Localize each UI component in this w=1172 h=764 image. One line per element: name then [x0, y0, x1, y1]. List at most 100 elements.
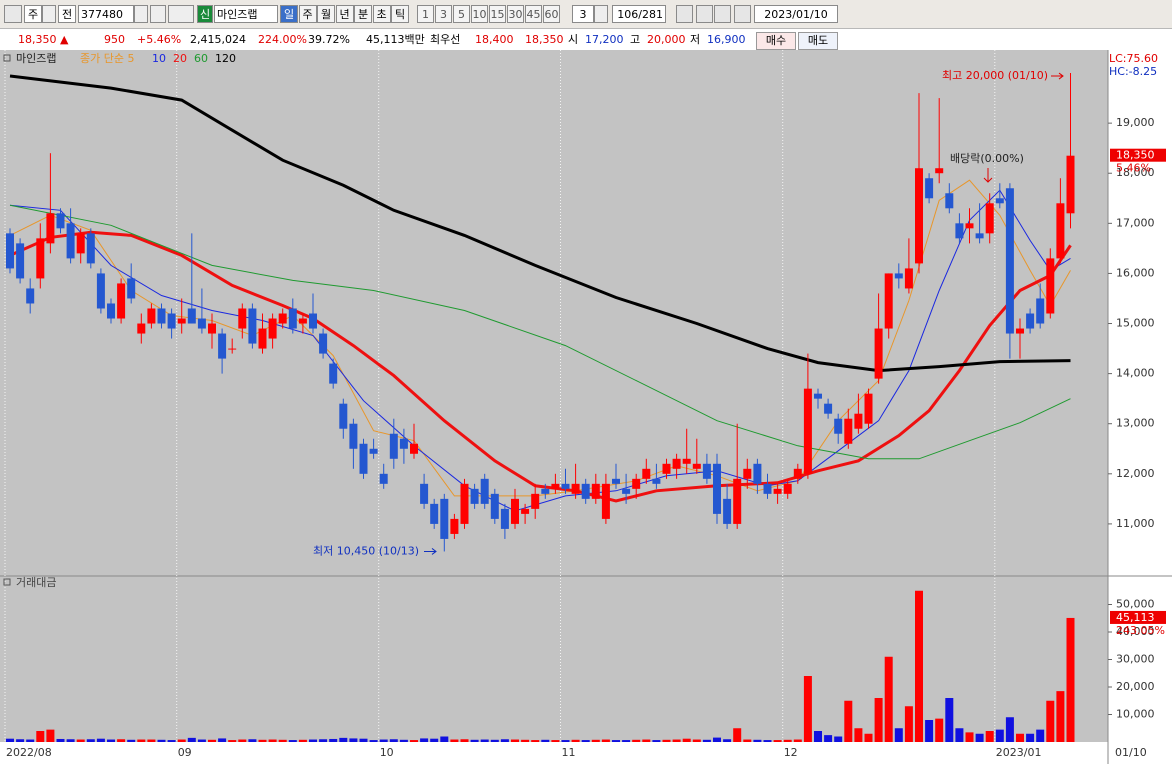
y-tick-label: 11,000: [1116, 517, 1155, 530]
candle-body: [187, 308, 196, 324]
count[interactable]: 3: [572, 5, 594, 23]
volume-bar: [288, 740, 297, 742]
period-button[interactable]: 틱: [391, 5, 409, 23]
lc-label: LC:75.60: [1109, 52, 1158, 65]
code-type[interactable]: 주: [24, 5, 42, 23]
tool-icon[interactable]: [696, 5, 713, 23]
volume-bar: [349, 738, 358, 742]
unit-button[interactable]: 60: [543, 5, 560, 23]
candle-body: [672, 458, 681, 469]
trade-button[interactable]: 매수: [756, 32, 796, 50]
y-tick-label: 19,000: [1116, 116, 1155, 129]
scope[interactable]: 전: [58, 5, 76, 23]
candle-body: [329, 363, 338, 384]
tool-icon[interactable]: [714, 5, 731, 23]
volume-bar: [783, 739, 792, 742]
volume-bar: [985, 731, 994, 742]
candle-body: [359, 443, 368, 474]
volume-bar: [157, 739, 166, 742]
volume-bar: [147, 739, 156, 742]
candle-body: [682, 458, 691, 464]
y-tick-label: 20,000: [1116, 680, 1155, 693]
candle-body: [702, 463, 711, 479]
candle-body: [1046, 258, 1055, 314]
y-tick-label: 17,000: [1116, 216, 1155, 229]
sound[interactable]: [168, 5, 194, 23]
candle-body: [339, 403, 348, 429]
hc-label: HC:-8.25: [1109, 65, 1157, 78]
candle-body: [834, 418, 843, 434]
volume-bar: [854, 728, 863, 742]
unit-button[interactable]: 45: [525, 5, 542, 23]
candle-body: [975, 233, 984, 239]
period-button[interactable]: 분: [354, 5, 372, 23]
x-tick-label: 09: [178, 746, 192, 759]
period-button[interactable]: 일: [280, 5, 298, 23]
dividend-label: 배당락(0.00%): [950, 152, 1024, 165]
dropdown[interactable]: [134, 5, 148, 23]
volume-bar: [702, 739, 711, 742]
unit-button[interactable]: 3: [435, 5, 452, 23]
volume-bar: [975, 733, 984, 742]
quote-field: 최우선: [430, 33, 461, 46]
volume-bar: [96, 738, 105, 742]
date[interactable]: 2023/01/10: [754, 5, 838, 23]
volume-bar: [228, 740, 237, 742]
dropdown[interactable]: [594, 5, 608, 23]
search[interactable]: [150, 5, 166, 23]
candle-body: [410, 443, 418, 454]
tool-icon[interactable]: [676, 5, 693, 23]
volume-bar: [127, 739, 136, 742]
chart: 2022/08 09 10 11 12 2023/01 01/10 11,000 12,000 1…: [0, 50, 1172, 764]
y-tick-label: 16,000: [1116, 266, 1155, 279]
volume-bar: [925, 720, 934, 742]
quote-field: 2,415,024: [190, 33, 246, 46]
period-button[interactable]: 초: [372, 5, 391, 23]
code[interactable]: 377480: [78, 5, 134, 23]
candle-body: [521, 508, 530, 514]
volume-bar: [733, 728, 742, 742]
quote-field: 45,113백만: [366, 33, 425, 46]
candle-body: [985, 203, 994, 234]
candle-body: [511, 498, 519, 524]
quote-field: 39.72%: [308, 33, 350, 46]
candle-body: [430, 503, 439, 524]
y-tick-label: 14,000: [1116, 367, 1155, 380]
trade-button[interactable]: 매도: [798, 32, 838, 50]
icon[interactable]: [4, 5, 22, 23]
y-tick-label: 18,000: [1116, 166, 1155, 179]
dropdown[interactable]: [42, 5, 56, 23]
volume-bar: [1016, 733, 1024, 742]
unit-button[interactable]: 1: [417, 5, 434, 23]
candle-body: [601, 483, 610, 519]
quote-field: 고: [630, 33, 641, 46]
y-tick-label: 12,000: [1116, 467, 1155, 480]
quote-field: 950: [104, 33, 125, 46]
volume-bar: [248, 739, 257, 742]
period-button[interactable]: 주: [298, 5, 317, 23]
candle-body: [440, 498, 449, 539]
candle-body: [723, 498, 732, 524]
unit-button[interactable]: 10: [471, 5, 488, 23]
candle-body: [945, 193, 954, 209]
tool-icon[interactable]: [734, 5, 751, 23]
candle-body: [753, 463, 762, 484]
period-button[interactable]: 월: [317, 5, 335, 23]
volume-bar: [460, 739, 469, 742]
period-button[interactable]: 년: [335, 5, 354, 23]
volume-bar: [945, 698, 954, 742]
volume-bar: [137, 739, 146, 742]
unit-button[interactable]: 30: [507, 5, 524, 23]
candle-body: [319, 333, 328, 354]
volume-bar: [177, 739, 186, 742]
candle-body: [177, 318, 186, 324]
volume-bar: [612, 740, 620, 742]
volume-bar: [591, 739, 600, 742]
unit-button[interactable]: 5: [453, 5, 470, 23]
candle-body: [713, 463, 721, 514]
volume-bar: [6, 738, 14, 742]
x-tick-label: 2022/08: [6, 746, 52, 759]
unit-button[interactable]: 15: [489, 5, 506, 23]
candle-body: [773, 488, 782, 494]
candle-body: [571, 483, 580, 494]
